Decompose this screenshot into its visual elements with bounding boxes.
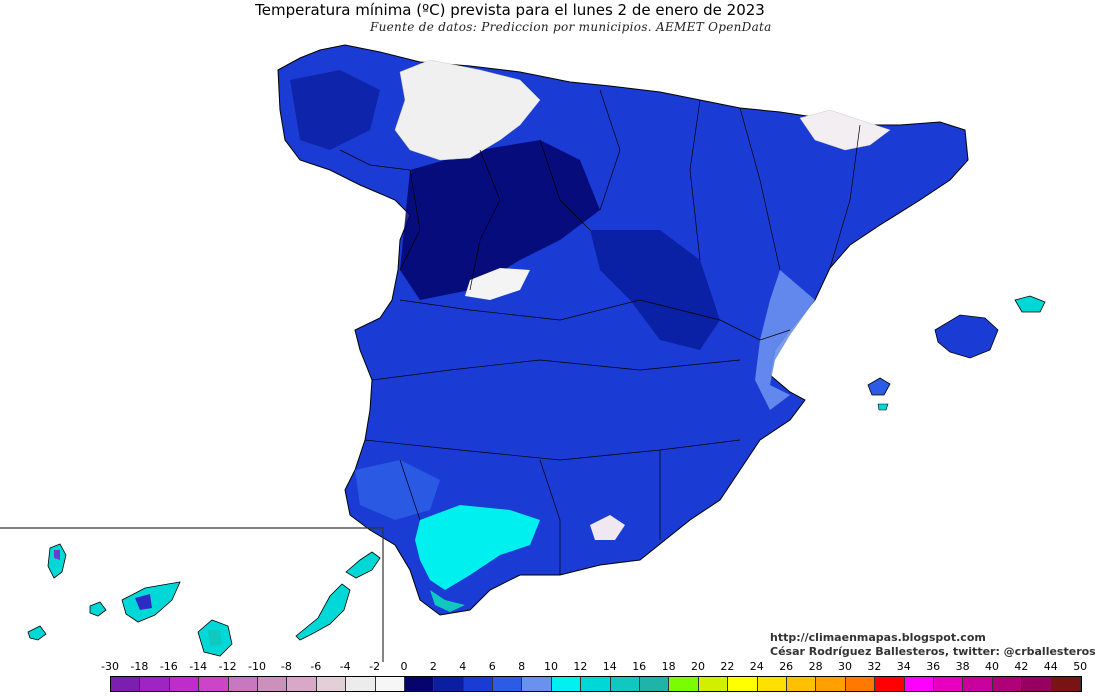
legend-tick-label: 6 (488, 660, 496, 673)
legend-tick-label: -8 (280, 660, 292, 673)
legend-tick-label: 26 (779, 660, 794, 673)
map-subtitle: Fuente de datos: Prediccion por municipi… (370, 20, 772, 34)
legend-swatch (434, 677, 464, 691)
legend-tick-label: 14 (602, 660, 617, 673)
legend-tick-label: 32 (867, 660, 882, 673)
legend-tick-label: 18 (661, 660, 676, 673)
legend-tick-label: -4 (339, 660, 351, 673)
island-menorca (1014, 295, 1046, 313)
legend-swatch (669, 677, 699, 691)
legend-tick-label: 0 (400, 660, 408, 673)
blog-credit: http://climaenmapas.blogspot.com (770, 631, 986, 644)
legend-swatch (316, 677, 347, 691)
legend-swatch (816, 677, 846, 691)
legend-tick-label: 10 (544, 660, 558, 673)
legend-swatch (933, 677, 964, 691)
legend-tick-label: -2 (369, 660, 381, 673)
legend-swatch (169, 677, 200, 691)
legend-swatch (257, 677, 288, 691)
legend-tick-label: 30 (838, 660, 852, 673)
legend-tick-label: 20 (691, 660, 705, 673)
legend-swatch (1022, 677, 1052, 691)
legend-swatch (728, 677, 758, 691)
legend-swatch (228, 677, 258, 691)
region-deep-northwest-coast (290, 70, 380, 150)
legend-swatch (375, 677, 405, 691)
legend-tick-label: 36 (926, 660, 941, 673)
region-cyan-andalusia (415, 505, 540, 590)
legend-swatch (904, 677, 934, 691)
legend-tick-label: 16 (632, 660, 647, 673)
legend-swatch (992, 677, 1023, 691)
legend-tick-label: 24 (749, 660, 764, 673)
region-deep-iberian (590, 230, 720, 350)
legend-tick-label: 22 (720, 660, 735, 673)
legend-tick-label: -6 (310, 660, 322, 673)
region-snow-gredos (465, 268, 530, 300)
legend-tick-label: -10 (248, 660, 266, 673)
author-credit: César Rodríguez Ballesteros, twitter: @c… (770, 645, 1096, 658)
legend-swatch (581, 677, 611, 691)
legend-swatch (463, 677, 494, 691)
legend-tick-label: 2 (429, 660, 437, 673)
region-snow-cantabria (394, 59, 541, 161)
island-formentera (877, 403, 889, 411)
legend-tick-label: 8 (518, 660, 526, 673)
legend-swatch (610, 677, 641, 691)
canary-inset-frame (0, 527, 384, 662)
legend-swatch (404, 677, 435, 691)
legend-swatch (199, 677, 229, 691)
legend-swatch (786, 677, 817, 691)
island-la-palma (47, 543, 67, 579)
legend-swatch (287, 677, 317, 691)
legend-tick-label: 44 (1043, 660, 1058, 673)
legend-swatch (111, 677, 141, 691)
region-light-east-coast (755, 270, 815, 410)
legend-swatch (963, 677, 993, 691)
legend-swatch (1051, 677, 1081, 691)
legend-tick-label: 42 (1014, 660, 1029, 673)
island-lanzarote (345, 551, 381, 579)
legend-tick-label: 34 (896, 660, 911, 673)
legend-swatch (757, 677, 787, 691)
region-cyan-coast (430, 590, 465, 612)
legend-tick-label: -18 (130, 660, 149, 673)
legend-tick-label: -12 (218, 660, 237, 673)
legend-swatch (493, 677, 523, 691)
legend-swatch (845, 677, 876, 691)
region-deep-northwest (400, 140, 600, 300)
legend-tick-label: 40 (985, 660, 999, 673)
legend-swatch (551, 677, 582, 691)
map-title: Temperatura mínima (ºC) prevista para el… (255, 1, 765, 19)
island-ibiza (867, 377, 891, 396)
island-la-palma-core (54, 550, 60, 560)
legend-swatch (640, 677, 670, 691)
legend-swatch (522, 677, 552, 691)
island-la-gomera (89, 601, 107, 617)
legend-tick-label: -16 (159, 660, 178, 673)
island-gran-canaria-core (208, 630, 222, 646)
legend-tick-labels: -30 -18 -16 -14 -12 -10 -8 -6 -4 -2 0 2 4 6 8 10 12 14 16 1… (96, 660, 1096, 676)
legend-swatch (140, 677, 170, 691)
island-fuerteventura (295, 583, 351, 641)
island-mallorca (934, 314, 999, 359)
legend-tick-label: 38 (955, 660, 970, 673)
legend-tick-label: -14 (189, 660, 208, 673)
legend-swatch (346, 677, 376, 691)
region-mid-southwest (355, 460, 440, 520)
color-legend (110, 676, 1082, 692)
region-snow-nevada (590, 515, 625, 540)
island-tenerife-core (135, 594, 152, 610)
legend-tick-label: 4 (459, 660, 467, 673)
legend-tick-label: 50 (1073, 660, 1088, 673)
region-snow-pyrenees (799, 109, 891, 151)
island-el-hierro (27, 625, 47, 641)
region-borders (339, 89, 861, 575)
legend-swatch (698, 677, 729, 691)
legend-tick-label: 28 (808, 660, 823, 673)
legend-tick-label: -30 (101, 660, 119, 673)
legend-swatch (875, 677, 905, 691)
legend-tick-label: 12 (573, 660, 588, 673)
